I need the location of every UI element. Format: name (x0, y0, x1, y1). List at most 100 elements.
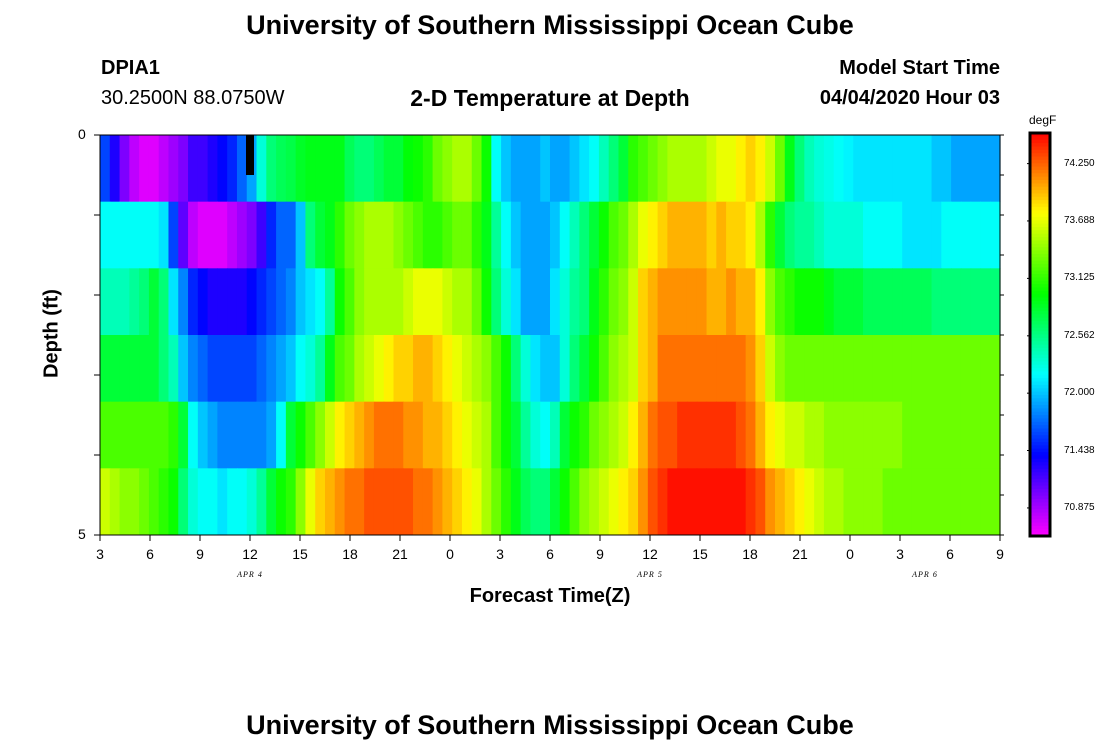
heatmap-cell (383, 468, 395, 536)
colorbar-step (1030, 193, 1050, 198)
heatmap-cell (364, 468, 375, 536)
heatmap-cell (559, 335, 571, 403)
heatmap-cell (168, 335, 179, 403)
heatmap-cell (432, 468, 443, 536)
x-tick-label: 21 (392, 546, 408, 562)
heatmap-cell (589, 135, 600, 203)
colorbar-step (1030, 415, 1050, 420)
heatmap-cell (344, 468, 355, 536)
heatmap-cell (911, 201, 923, 269)
heatmap-cell (755, 335, 766, 403)
heatmap-cell (334, 335, 346, 403)
heatmap-cell (569, 468, 580, 536)
colorbar-step (1030, 327, 1050, 332)
heatmap-cell (765, 201, 776, 269)
colorbar-step (1030, 230, 1050, 235)
heatmap-cell (804, 268, 815, 336)
heatmap-cell (559, 401, 571, 469)
heatmap-cell (677, 201, 688, 269)
heatmap-cell (716, 201, 727, 269)
heatmap-cell (951, 401, 962, 469)
colorbar-step (1030, 304, 1050, 309)
colorbar-step (1030, 411, 1050, 416)
heatmap-cell (481, 401, 492, 469)
heatmap-cell (990, 468, 1001, 536)
colorbar-border (1028, 131, 1052, 538)
heatmap-cell (168, 401, 179, 469)
colorbar-step (1030, 270, 1050, 275)
heatmap-cell (236, 401, 248, 469)
heatmap-cell (305, 268, 316, 336)
heatmap-cell (638, 468, 649, 536)
heatmap-cell (207, 201, 218, 269)
heatmap-cell (647, 468, 659, 536)
heatmap-cell (461, 401, 473, 469)
heatmap-cell (383, 135, 395, 203)
heatmap-cell (951, 201, 962, 269)
heatmap-cell (716, 135, 727, 203)
heatmap-cell (413, 135, 424, 203)
x-tick-label: 12 (642, 546, 658, 562)
heatmap-cell (344, 268, 355, 336)
heatmap-cell (608, 135, 620, 203)
heatmap-cell (726, 468, 737, 536)
heatmap-cell (520, 401, 532, 469)
heatmap-cell (383, 401, 395, 469)
heatmap-cell (716, 268, 727, 336)
heatmap-cell (755, 201, 766, 269)
heatmap-cell (100, 468, 111, 536)
heatmap-cell (911, 335, 923, 403)
heatmap-cell (892, 401, 903, 469)
heatmap-cell (755, 468, 766, 536)
heatmap-cell (148, 201, 160, 269)
heatmap-cell (735, 135, 747, 203)
colorbar-step (1030, 515, 1050, 520)
colorbar-step (1030, 169, 1050, 174)
heatmap-cell (422, 468, 434, 536)
heatmap-cell (285, 401, 297, 469)
heatmap-cell (256, 201, 267, 269)
heatmap-cell (422, 135, 434, 203)
heatmap-cell (677, 135, 688, 203)
heatmap-cell (755, 135, 766, 203)
heatmap-cell (569, 268, 580, 336)
heatmap-cell (393, 201, 404, 269)
colorbar-unit: degF (1029, 113, 1057, 127)
heatmap-cell (608, 335, 620, 403)
colorbar-step (1030, 482, 1050, 487)
colorbar-tick-label: 70.875 (1064, 501, 1095, 513)
colorbar-step (1030, 260, 1050, 265)
heatmap-cell (373, 401, 385, 469)
heatmap-cell (569, 201, 580, 269)
heatmap-cell (598, 201, 610, 269)
heatmap-cell (589, 401, 600, 469)
heatmap-cell (833, 201, 845, 269)
heatmap-cell (706, 335, 717, 403)
x-tick-label: 6 (146, 546, 154, 562)
heatmap-cell (863, 201, 874, 269)
heatmap-cell (550, 468, 561, 536)
heatmap-cell (227, 268, 238, 336)
colorbar-step (1030, 321, 1050, 326)
heatmap-cell (608, 201, 620, 269)
heatmap-cell (510, 201, 522, 269)
heatmap-cell (618, 201, 629, 269)
heatmap-cell (109, 135, 121, 203)
heatmap-cell (579, 135, 590, 203)
colorbar-step (1030, 213, 1050, 218)
colorbar-step (1030, 314, 1050, 319)
heatmap-cell (657, 135, 668, 203)
heatmap-cell (745, 401, 757, 469)
heatmap-cell (373, 468, 385, 536)
heatmap-cell (960, 268, 972, 336)
heatmap-cell (540, 335, 551, 403)
colorbar-step (1030, 425, 1050, 430)
heatmap-cell (931, 135, 942, 203)
colorbar-step (1030, 371, 1050, 376)
heatmap-cell (364, 135, 375, 203)
heatmap-cell (667, 268, 678, 336)
x-tick-label: 15 (292, 546, 308, 562)
heatmap-cell (393, 135, 404, 203)
heatmap-cell (853, 135, 864, 203)
heatmap-cell (814, 135, 825, 203)
